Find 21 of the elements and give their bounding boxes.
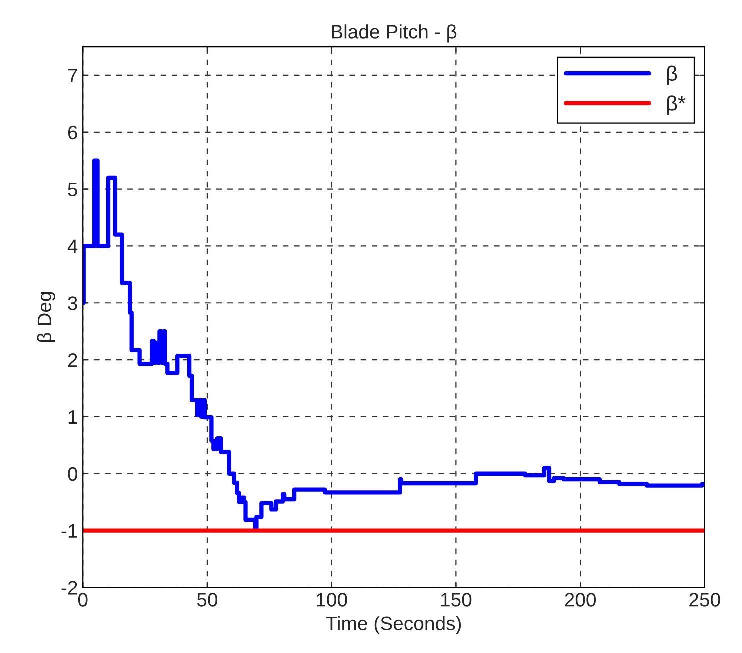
legend-label: β: [668, 66, 678, 86]
chart-title: Blade Pitch - β: [332, 24, 457, 43]
y-tick-label: 3: [68, 296, 78, 310]
x-tick-label: 0: [78, 593, 88, 607]
y-tick-label: 5: [68, 182, 78, 197]
y-axis-title: β Deg: [37, 292, 56, 342]
y-tick-label: 1: [68, 410, 78, 424]
x-tick-label: 250: [690, 593, 720, 607]
y-tick-label: 4: [68, 240, 78, 254]
x-tick-label: 200: [565, 593, 596, 607]
x-tick-label: 150: [441, 593, 472, 607]
x-axis-title: Time (Seconds): [326, 616, 462, 634]
y-tick-label: 0: [68, 467, 78, 482]
x-tick-label: 50: [197, 593, 218, 607]
y-tick-label: -2: [62, 581, 78, 595]
y-tick-label: 6: [68, 126, 78, 140]
x-tick-label: 100: [317, 593, 348, 607]
legend-label: β*: [668, 96, 686, 116]
y-tick-label: -1: [62, 524, 78, 538]
y-tick-label: 7: [68, 69, 78, 83]
y-tick-label: 2: [68, 354, 78, 368]
